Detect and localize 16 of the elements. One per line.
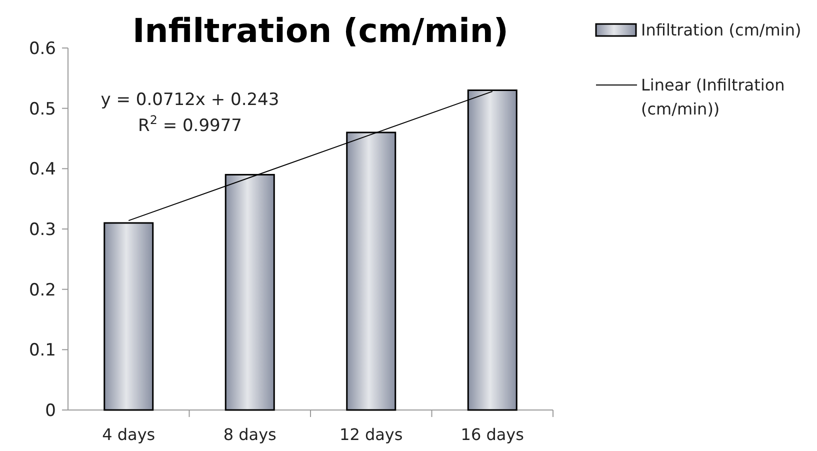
annotation: y = 0.0712x + 0.243 [100, 90, 280, 110]
y-tick-label: 0.4 [28, 160, 56, 180]
x-tick-label: 4 days [102, 425, 156, 444]
legend-label: Infiltration (cm/min) [641, 20, 802, 40]
x-tick-label: 16 days [460, 425, 524, 444]
x-tick-label: 8 days [223, 425, 276, 444]
y-tick-label: 0.3 [28, 220, 56, 240]
x-tick-label: 12 days [340, 425, 403, 444]
chart-title: Infiltration (cm/min) [132, 11, 508, 50]
y-tick-label: 0 [45, 400, 56, 421]
y-tick-label: 0.5 [28, 99, 56, 120]
y-tick-label: 0.6 [28, 38, 56, 59]
legend-label: Linear (Infiltration (cm/min)) [641, 76, 785, 119]
annotation: R$^{2}$ = 0.9977 [138, 113, 242, 136]
y-tick-label: 0.1 [28, 340, 56, 361]
y-tick-label: 0.2 [28, 280, 56, 300]
